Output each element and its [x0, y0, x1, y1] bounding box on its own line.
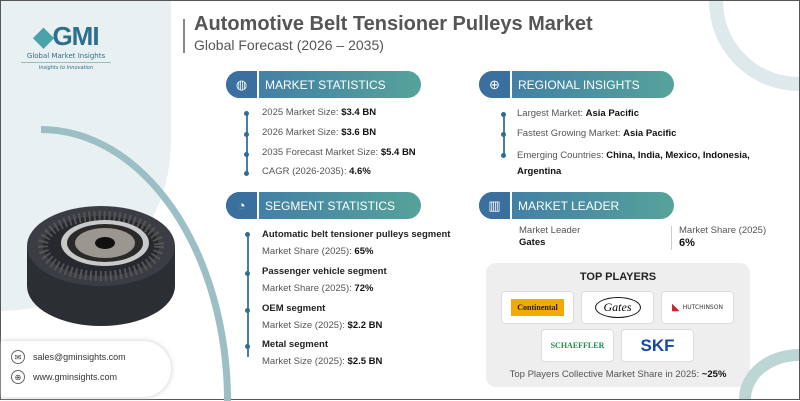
title-divider: [183, 19, 185, 53]
section-title: MARKET LEADER: [518, 198, 620, 213]
regional-insights-list: Largest Market: Asia Pacific Fastest Gro…: [517, 108, 777, 180]
gates-logo: Gates: [581, 291, 654, 324]
continental-logo: Continental: [501, 291, 574, 324]
market-leader-header: ▥ MARKET LEADER: [479, 192, 674, 219]
leader-name: Gates: [519, 237, 546, 248]
market-share-info: Market Share (2025) 6%: [679, 225, 794, 249]
share-label: Market Share (2025): [679, 225, 767, 236]
bullet-dot: [245, 271, 250, 276]
brand-tagline: Insights to Innovation: [38, 65, 94, 71]
bullet-dot: [245, 232, 250, 237]
section-title: REGIONAL INSIGHTS: [518, 77, 640, 92]
hutchinson-logo: ◣ HUTCHINSON: [661, 291, 734, 324]
section-title: MARKET STATISTICS: [265, 77, 386, 92]
market-statistics-header: ◍ MARKET STATISTICS: [226, 71, 421, 98]
page-title: Automotive Belt Tensioner Pulleys Market: [194, 13, 593, 35]
segment-chart-icon: ◔: [226, 192, 259, 219]
timeline-line: [247, 235, 249, 357]
bullet-dot: [501, 132, 506, 137]
leader-label: Market Leader: [519, 225, 581, 236]
contact-card: ✉ sales@gminsights.com ⊕ www.gminsights.co…: [1, 341, 171, 397]
bullet-dot: [244, 171, 249, 176]
market-leader-info: Market Leader Gates: [519, 225, 580, 249]
email-row[interactable]: ✉ sales@gminsights.com: [11, 350, 126, 364]
bullet-dot: [245, 344, 250, 349]
chart-globe-icon: ◍: [226, 71, 259, 98]
bullet-dot: [501, 112, 506, 117]
brand-name: Global Market Insights: [21, 52, 111, 63]
timeline-line: [246, 114, 248, 174]
website-link[interactable]: www.gminsights.com: [33, 372, 118, 382]
bullet-dot: [244, 152, 249, 157]
mail-icon: ✉: [11, 350, 25, 364]
bullet-dot: [245, 308, 250, 313]
stat-item: 2025 Market Size: $3.4 BN: [262, 107, 377, 118]
schaeffler-logo: SCHAEFFLER: [541, 329, 614, 362]
segment-item: Automatic belt tensioner pulleys segment…: [262, 229, 451, 257]
divider: [671, 226, 672, 250]
globe-icon: ⊕: [11, 370, 25, 384]
region-item: Fastest Growing Market: Asia Pacific: [517, 128, 677, 139]
top-players-panel: TOP PLAYERS Continental Gates ◣ HUTCHINSO…: [486, 263, 750, 387]
skf-logo: SKF: [621, 329, 694, 362]
segment-item: OEM segment Market Size (2025): $2.2 BN: [262, 303, 383, 331]
website-row[interactable]: ⊕ www.gminsights.com: [11, 370, 117, 384]
leader-chart-icon: ▥: [479, 192, 512, 219]
segment-item: Passenger vehicle segment Market Share (2…: [262, 266, 387, 294]
stat-item: 2035 Forecast Market Size: $5.4 BN: [262, 147, 416, 158]
page-subtitle: Global Forecast (2026 – 2035): [194, 37, 384, 53]
share-value: 6%: [679, 237, 695, 249]
pulley-image: [27, 206, 175, 326]
bullet-dot: [501, 153, 506, 158]
region-item: Emerging Countries: China, India, Mexico…: [517, 150, 750, 177]
collective-share: Top Players Collective Market Share in 2…: [509, 369, 727, 380]
bullet-dot: [244, 132, 249, 137]
region-item: Largest Market: Asia Pacific: [517, 108, 639, 119]
stat-item: CAGR (2026-2035): 4.6%: [262, 166, 371, 177]
email-link[interactable]: sales@gminsights.com: [33, 352, 126, 362]
gmi-logo: ◆GMI Global Market Insights Insights to …: [21, 21, 111, 71]
section-title: SEGMENT STATISTICS: [265, 198, 396, 213]
segment-item: Metal segment Market Size (2025): $2.5 BN: [262, 339, 383, 367]
stat-item: 2026 Market Size: $3.6 BN: [262, 127, 377, 138]
top-players-title: TOP PLAYERS: [579, 271, 657, 283]
market-statistics-list: 2025 Market Size: $3.4 BN 2026 Market Si…: [262, 107, 416, 178]
bullet-dot: [244, 111, 249, 116]
logo-mark: ◆GMI: [33, 21, 99, 51]
segment-statistics-list: Automatic belt tensioner pulleys segment…: [262, 229, 477, 368]
globe-icon: ⊕: [479, 71, 512, 98]
regional-insights-header: ⊕ REGIONAL INSIGHTS: [479, 71, 674, 98]
segment-statistics-header: ◔ SEGMENT STATISTICS: [226, 192, 421, 219]
corner-decoration: [709, 1, 799, 91]
